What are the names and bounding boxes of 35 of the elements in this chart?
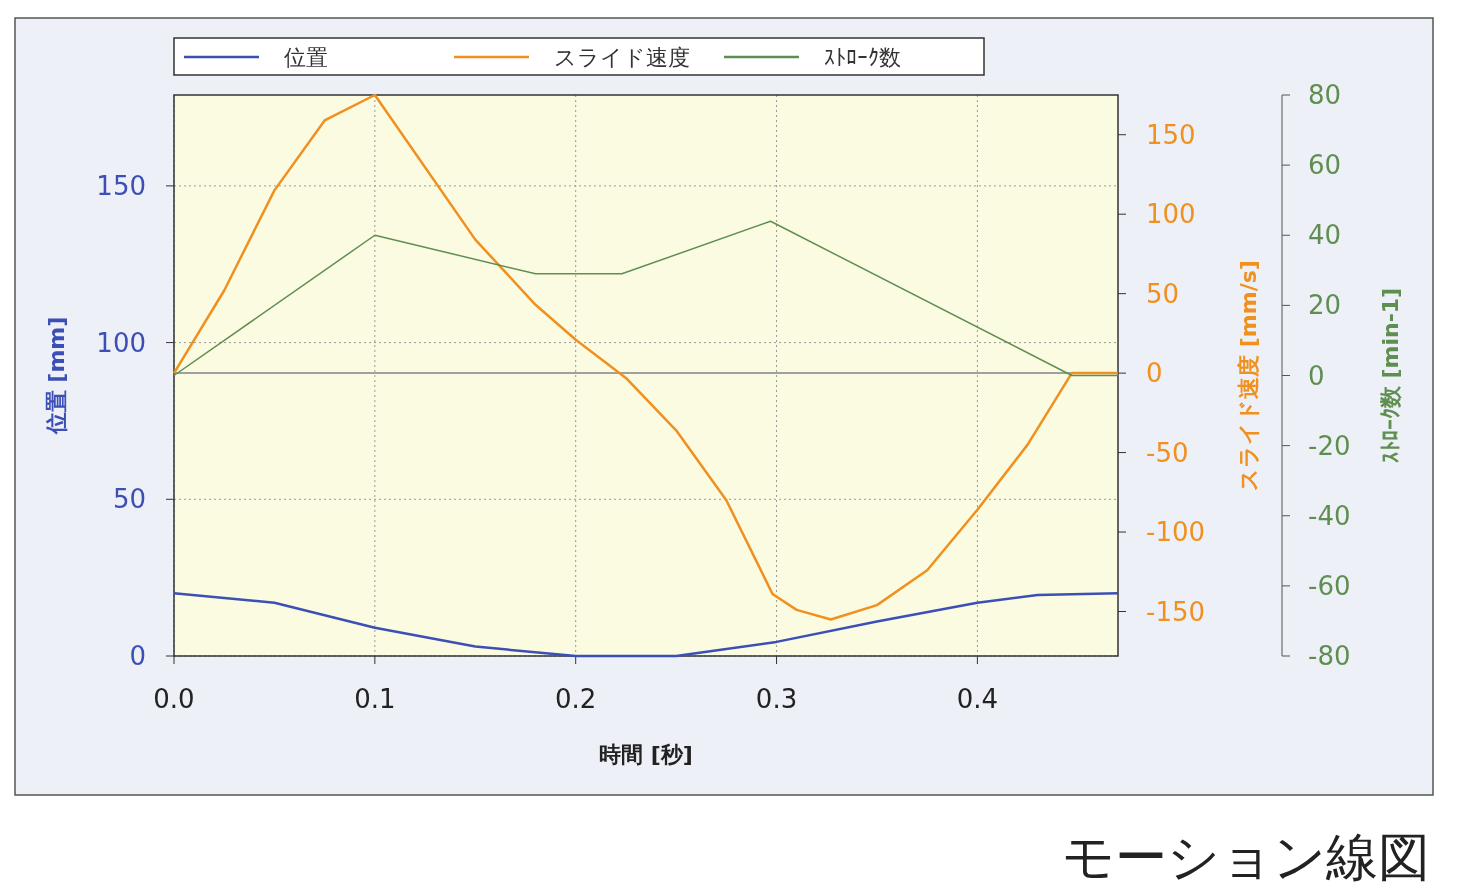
y-tick-label: 50 [112, 484, 146, 515]
y2-tick-label: -100 [1146, 517, 1206, 548]
x-tick-label: 0.3 [755, 684, 798, 714]
line-series [173, 220, 1119, 377]
y3-tick-label: -60 [1308, 570, 1351, 601]
legend-label: スライド速度 [554, 45, 690, 70]
x-tick-label: 0.4 [956, 684, 999, 714]
y2-tick-label: -150 [1146, 596, 1206, 627]
y3-tick-label: 80 [1308, 80, 1342, 110]
x-tick-label: 0.2 [555, 684, 597, 714]
y3-tick-label: 0 [1308, 360, 1325, 391]
x-axis-title: 時間 [秒] [599, 742, 693, 767]
y-tick-label: 100 [96, 327, 146, 358]
y-tick-label: 0 [129, 641, 146, 671]
y3-tick-label: -80 [1308, 641, 1351, 671]
line-series [172, 93, 1120, 621]
x-tick-label: 0.0 [153, 684, 195, 714]
y3-tick-label: -40 [1308, 500, 1351, 531]
y3-tick-label: 40 [1308, 220, 1342, 251]
y3-tick-label: -20 [1308, 430, 1351, 461]
y2-axis-title: スライド速度 [mm/s] [1236, 260, 1261, 491]
legend-label: 位置 [284, 45, 328, 70]
y2-tick-label: 50 [1146, 278, 1180, 309]
y-axis-title: 位置 [mm] [44, 316, 69, 436]
text: モーション線図 [1062, 827, 1430, 887]
y2-tick-label: 100 [1146, 199, 1196, 230]
y3-tick-label: 20 [1308, 290, 1342, 321]
y3-axis-title: ｽﾄﾛｰｸ数 [min-1] [1378, 287, 1403, 464]
y2-tick-label: 0 [1146, 358, 1163, 389]
legend-label: ｽﾄﾛｰｸ数 [824, 45, 901, 70]
y3-tick-label: 60 [1308, 150, 1342, 181]
y2-tick-label: 150 [1146, 119, 1196, 150]
y2-tick-label: -50 [1146, 437, 1189, 468]
x-tick-label: 0.1 [354, 684, 396, 714]
y-tick-label: 150 [96, 170, 146, 201]
